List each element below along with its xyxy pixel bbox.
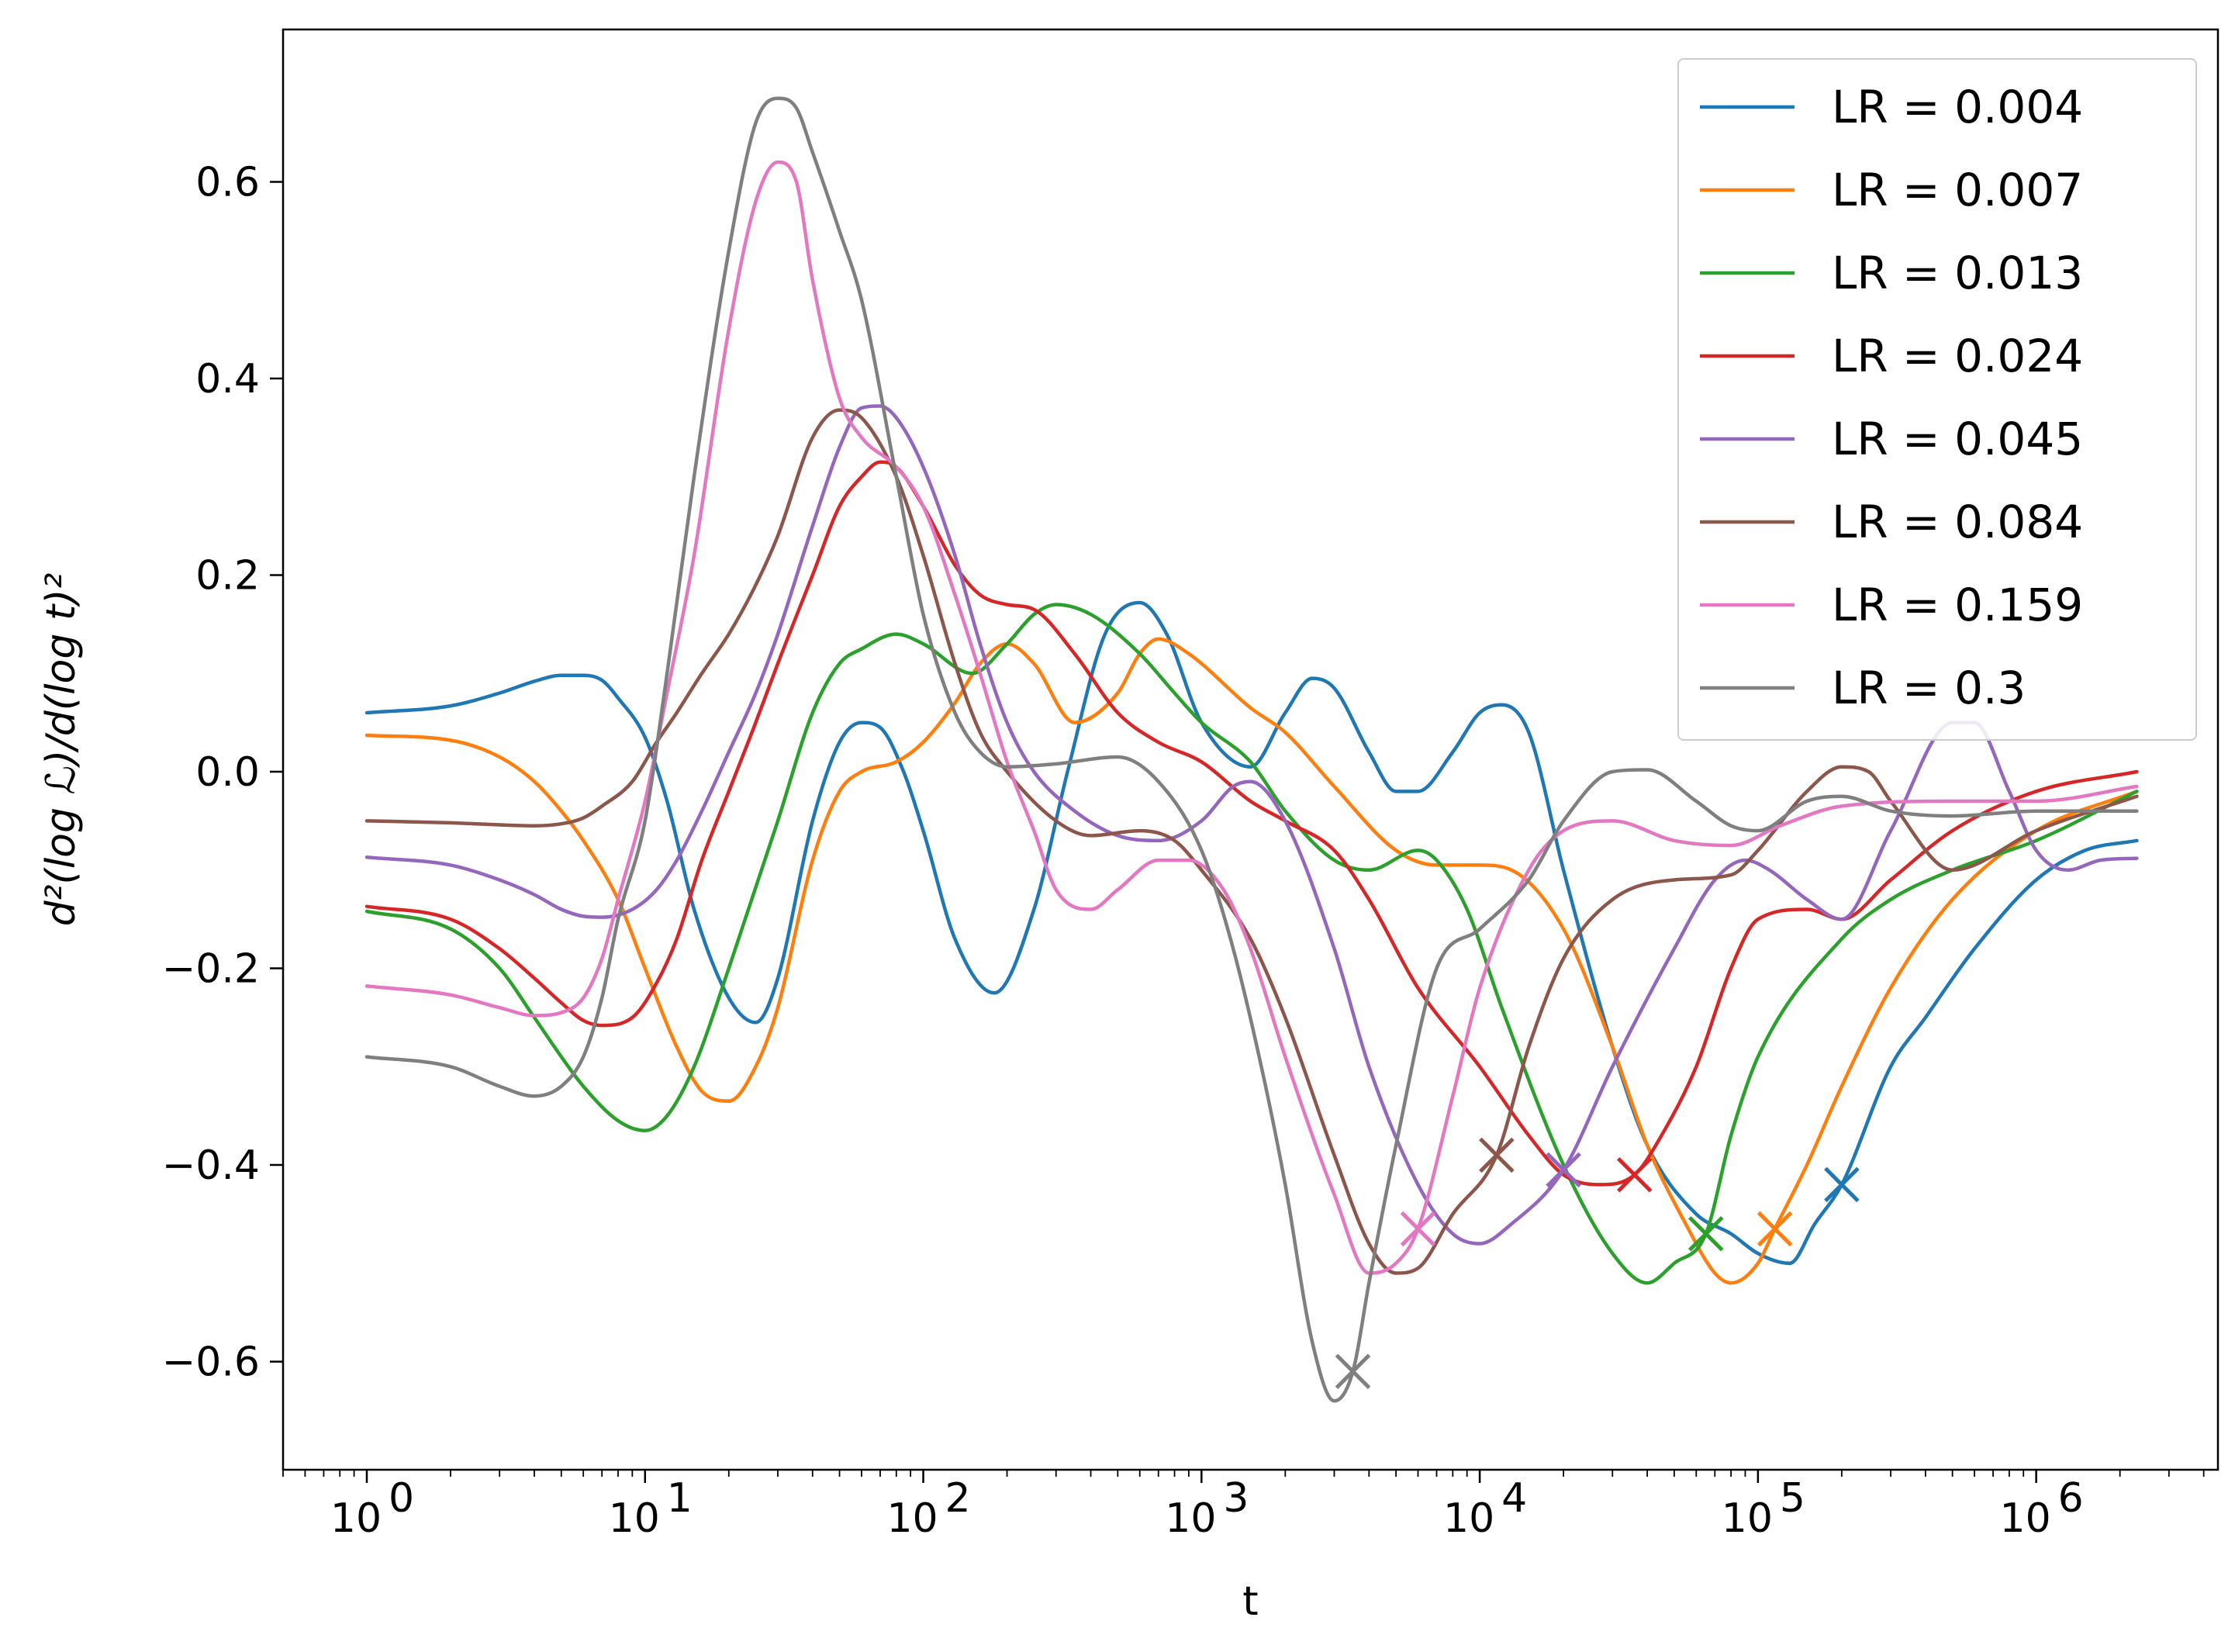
x-tick-exponent: 2 [945, 1475, 971, 1522]
series-4-x-marker [1616, 1156, 1653, 1193]
legend-label-1: LR = 0.004 [1832, 81, 2083, 133]
series-line-6 [364, 408, 2139, 1275]
x-tick-label: 10 [2000, 1495, 2051, 1542]
legend-label-4: LR = 0.024 [1832, 330, 2083, 382]
legend-label-8: LR = 0.3 [1832, 662, 2026, 714]
x-tick-exponent: 0 [389, 1475, 414, 1522]
y-tick-label: 0.2 [195, 553, 260, 600]
series-line-4 [364, 460, 2139, 1187]
series-line-2 [364, 637, 2139, 1285]
series-6-x-marker [1479, 1137, 1515, 1173]
series-2-x-marker [1757, 1211, 1793, 1247]
x-axis-ticks: 10 0 10 1 10 2 10 3 10 4 10 5 10 6 [282, 1470, 2205, 1542]
legend: LR = 0.004 LR = 0.007 LR = 0.013 LR = 0.024… [1677, 58, 2197, 741]
y-tick-label: −0.6 [162, 1339, 260, 1386]
legend-box [1677, 58, 2197, 741]
series-line-1 [364, 600, 2139, 1266]
x-tick-exponent: 4 [1501, 1475, 1527, 1522]
legend-label-7: LR = 0.159 [1832, 579, 2083, 631]
y-tick-label: 0.6 [195, 159, 260, 206]
y-tick-label: 0.0 [195, 749, 260, 796]
legend-label-5: LR = 0.045 [1832, 413, 2083, 465]
plot-frame [282, 28, 2219, 1471]
series-8-x-marker [1335, 1353, 1371, 1390]
x-tick-exponent: 1 [667, 1475, 693, 1522]
series-1-x-marker [1824, 1166, 1860, 1203]
series-7-x-marker [1400, 1211, 1436, 1247]
x-tick-label: 10 [330, 1495, 382, 1542]
legend-label-3: LR = 0.013 [1832, 247, 2083, 299]
x-tick-label: 10 [1165, 1495, 1216, 1542]
y-tick-label: 0.4 [195, 356, 260, 403]
legend-label-6: LR = 0.084 [1832, 496, 2083, 548]
y-tick-label: −0.2 [162, 946, 260, 993]
series-layer [364, 96, 2139, 1403]
x-tick-exponent: 5 [1780, 1475, 1805, 1522]
series-3-x-marker [1687, 1216, 1724, 1252]
series-line-5 [364, 404, 2139, 1246]
series-5-x-marker [1546, 1152, 1581, 1188]
y-axis-ticks: 0.6 0.4 0.2 0.0 −0.2 −0.4 −0.6 [162, 159, 283, 1386]
series-line-3 [364, 603, 2139, 1285]
x-tick-label: 10 [1443, 1495, 1494, 1542]
legend-label-2: LR = 0.007 [1832, 164, 2083, 216]
x-tick-label: 10 [886, 1495, 938, 1542]
x-axis-label: t [1242, 1578, 1258, 1625]
y-tick-label: −0.4 [162, 1142, 260, 1189]
series-line-8 [364, 96, 2139, 1403]
x-tick-exponent: 6 [2058, 1475, 2084, 1522]
x-tick-label: 10 [1722, 1495, 1773, 1542]
x-tick-exponent: 3 [1223, 1475, 1249, 1522]
marker-layer [1335, 1137, 1860, 1390]
y-axis-label: d²(log ℒ)/d(log t)² [38, 572, 85, 926]
x-tick-label: 10 [609, 1495, 660, 1542]
